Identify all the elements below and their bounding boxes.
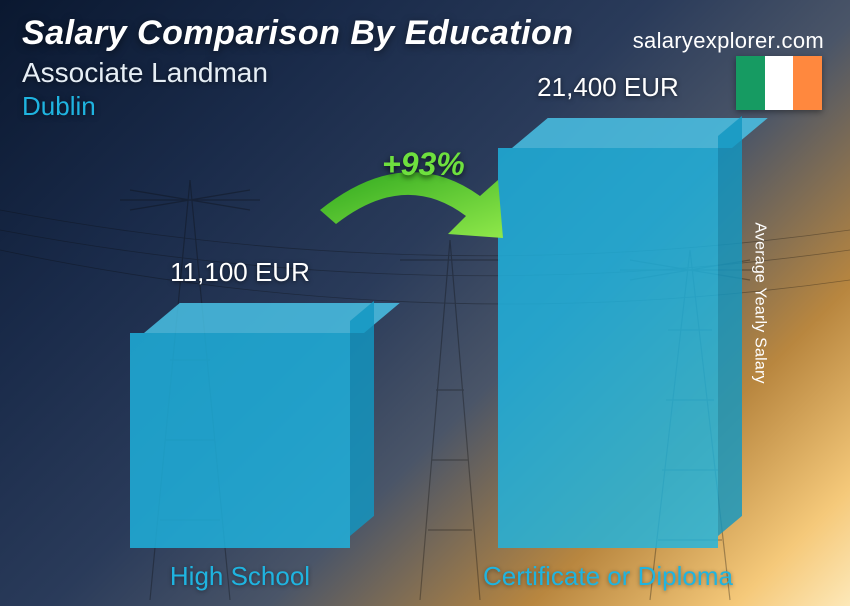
flag-stripe-3 [793,56,822,110]
bar-1-side [718,116,742,536]
flag-stripe-1 [736,56,765,110]
bar-1-category: Certificate or Diploma [478,561,738,592]
header: Salary Comparison By Education Associate… [22,14,574,122]
bar-0-value: 11,100 EUR [130,257,350,288]
country-flag [736,56,822,110]
brand-part1: salary [633,28,694,53]
flag-stripe-2 [765,56,794,110]
brand-part2: explorer [693,28,775,53]
chart-subtitle: Associate Landman [22,57,574,89]
chart-location: Dublin [22,91,574,122]
bar-chart: 11,100 EUR 21,400 EUR [60,128,770,548]
delta-label: +93% [382,146,465,183]
bar-1-value: 21,400 EUR [498,72,718,103]
bar-0-category: High School [110,561,370,592]
bar-0-side [350,301,374,536]
brand-part3: .com [775,28,824,53]
brand-logo: salaryexplorer.com [633,28,824,54]
bar-0-front [130,333,350,548]
chart-title: Salary Comparison By Education [22,14,574,53]
bar-1-front [498,148,718,548]
